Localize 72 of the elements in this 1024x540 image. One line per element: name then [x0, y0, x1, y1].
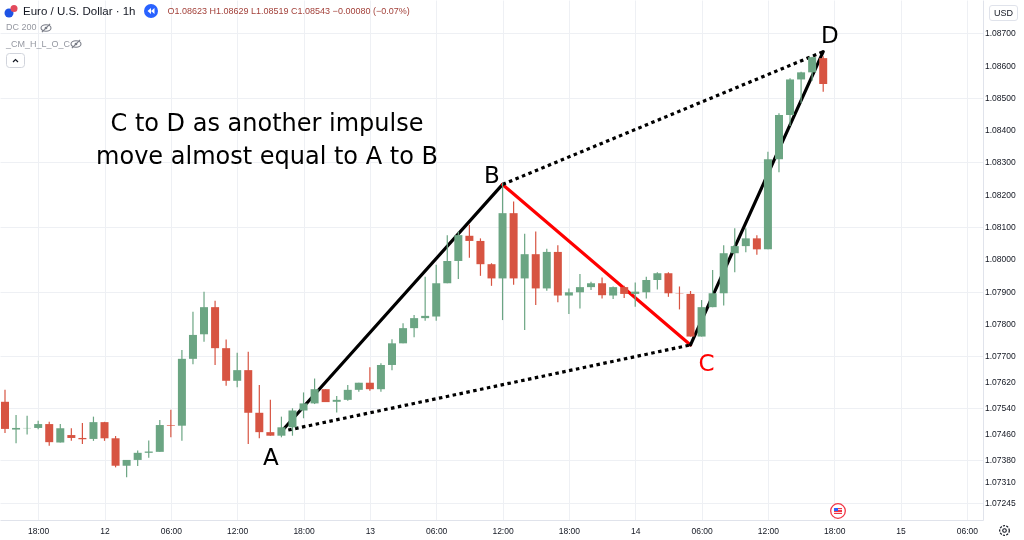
- y-tick-label: 1.07900: [985, 286, 1016, 297]
- candlestick: [465, 224, 474, 259]
- y-tick-label: 1.07620: [985, 377, 1016, 388]
- candlestick: [365, 366, 374, 392]
- x-tick-label: 06:00: [160, 525, 183, 536]
- x-tick-label: 15: [896, 525, 907, 536]
- candlestick: [476, 237, 485, 277]
- text: O1.08623 H1.08629 L1.08519 C1.08543 −0.00080 (−0.07%): [167, 6, 410, 16]
- y-tick-label: 1.07700: [985, 351, 1016, 362]
- candlestick: [487, 262, 496, 287]
- candlestick: [675, 285, 684, 311]
- candlestick: [299, 391, 308, 419]
- candlestick: [12, 414, 21, 444]
- y-tick-label: 1.08300: [985, 157, 1016, 168]
- y-tick-label: 1.08600: [985, 60, 1016, 71]
- candlestick: [664, 271, 673, 298]
- candlestick: [642, 276, 651, 300]
- y-tick-label: 1.07800: [985, 318, 1016, 329]
- y-tick-label: 1.08500: [985, 92, 1016, 103]
- candlestick: [797, 71, 806, 104]
- x-tick-label: 14: [631, 525, 641, 536]
- candlestick: [288, 407, 297, 437]
- candlestick: [741, 227, 750, 253]
- annotation: D: [821, 22, 839, 48]
- x-tick-label: 12:00: [492, 525, 514, 536]
- y-tick-label: 1.07310: [985, 477, 1016, 488]
- x-tick-label: 06:00: [691, 525, 713, 536]
- candlestick: [45, 421, 54, 447]
- x-tick-label: 06:00: [956, 525, 979, 536]
- x-tick-label: 18:00: [824, 525, 846, 536]
- chart-title: Euro / U.S. Dollar · 1h: [23, 5, 136, 17]
- candlestick: [730, 227, 739, 273]
- y-tick-label: 1.08200: [985, 189, 1016, 200]
- candlestick: [598, 276, 607, 300]
- candlestick: [752, 234, 761, 256]
- candlestick: [188, 311, 197, 365]
- annotation: C to D as another impulse move almost equal to A to B: [95, 108, 439, 172]
- y-tick-label: 1.08400: [985, 125, 1016, 136]
- y-tick-label: 1.07245: [985, 498, 1016, 509]
- series-label: C: [698, 349, 715, 376]
- candlestick: [277, 416, 286, 438]
- candlestick: [166, 409, 175, 438]
- annotation: DC 200: [6, 22, 37, 32]
- candlestick: [310, 377, 319, 405]
- annotation: _CM_H_L_O_C: [6, 39, 71, 49]
- y-tick-label: 1.08100: [985, 222, 1016, 233]
- candlestick: [233, 352, 242, 388]
- candlestick: [708, 269, 717, 308]
- candlestick: [564, 287, 573, 315]
- x-tick-label: 06:00: [426, 525, 448, 536]
- x-tick-label: 18:00: [293, 525, 315, 536]
- y-tick-label: 1.08000: [985, 254, 1016, 265]
- candlestick: [575, 273, 584, 310]
- x-tick-label: 12:00: [227, 525, 249, 536]
- annotation: B: [484, 162, 500, 188]
- text: USD: [989, 5, 1019, 21]
- candlestick: [387, 338, 396, 371]
- candlestick: [443, 234, 452, 284]
- x-tick-label: 13: [365, 525, 376, 536]
- candlestick: [266, 399, 275, 437]
- x-tick-label: 12:00: [757, 525, 780, 536]
- candlestick: [410, 314, 419, 338]
- candlestick: [255, 384, 264, 439]
- x-tick-label: 18:00: [28, 525, 50, 536]
- x-tick-label: 18:00: [558, 525, 581, 536]
- y-tick-label: 1.08700: [985, 28, 1016, 39]
- x-tick-label: 12: [100, 525, 110, 536]
- annotation: A: [263, 444, 279, 470]
- y-tick-label: 1.07380: [985, 454, 1016, 465]
- y-tick-label: 1.07540: [985, 402, 1016, 413]
- y-tick-label: 1.07460: [985, 428, 1016, 439]
- candlestick: [89, 416, 98, 442]
